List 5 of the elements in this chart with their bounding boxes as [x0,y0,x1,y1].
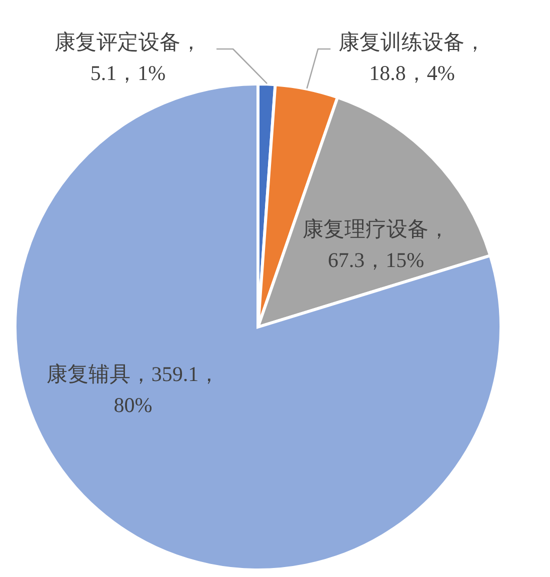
slice-label: 康复辅具，359.1， 80% [46,362,220,417]
slice-label: 康复评定设备， 5.1，1% [54,30,202,85]
pie-slice [14,82,502,572]
slice-label: 康复训练设备， 18.8，4% [338,30,486,85]
slice-label: 康复理疗设备， 67.3，15% [302,217,450,272]
